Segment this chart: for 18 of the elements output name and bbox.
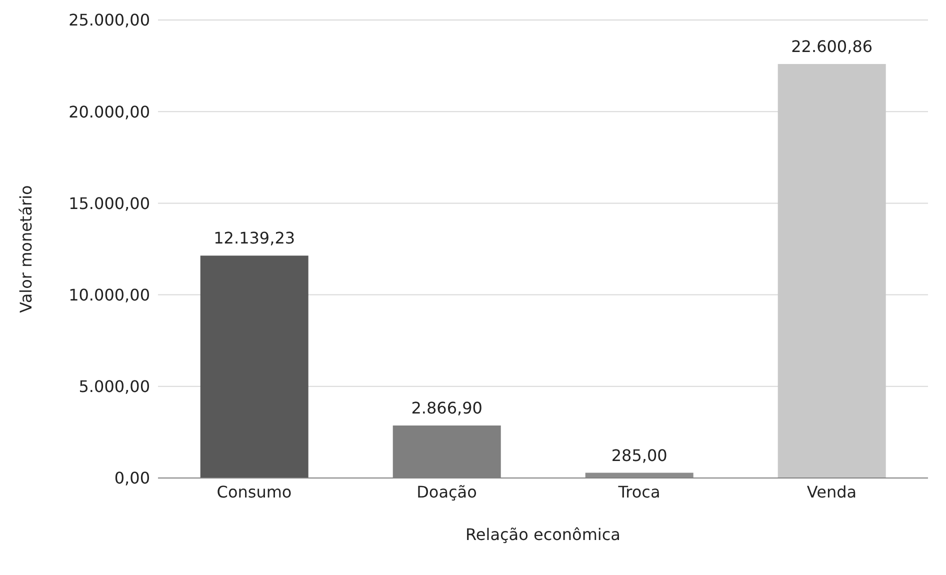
bar: [778, 64, 886, 478]
data-label: 22.600,86: [791, 36, 873, 56]
data-label: 2.866,90: [411, 398, 482, 418]
bar: [200, 256, 308, 478]
x-tick-label: Venda: [806, 482, 857, 502]
y-tick-label: 25.000,00: [68, 10, 150, 30]
y-tick-label: 15.000,00: [68, 194, 150, 213]
y-tick-label: 0,00: [114, 468, 150, 488]
data-label: 285,00: [611, 446, 668, 465]
y-axis-title: Valor monetário: [16, 185, 36, 313]
x-tick-label: Troca: [617, 482, 660, 502]
x-axis-title: Relação econômica: [466, 525, 620, 544]
x-tick-label: Doação: [416, 482, 477, 502]
y-tick-label: 20.000,00: [68, 102, 150, 122]
data-label: 12.139,23: [214, 228, 296, 248]
y-tick-label: 10.000,00: [68, 285, 150, 304]
x-tick-label: Consumo: [216, 482, 292, 502]
y-tick-label: 5.000,00: [78, 377, 150, 396]
